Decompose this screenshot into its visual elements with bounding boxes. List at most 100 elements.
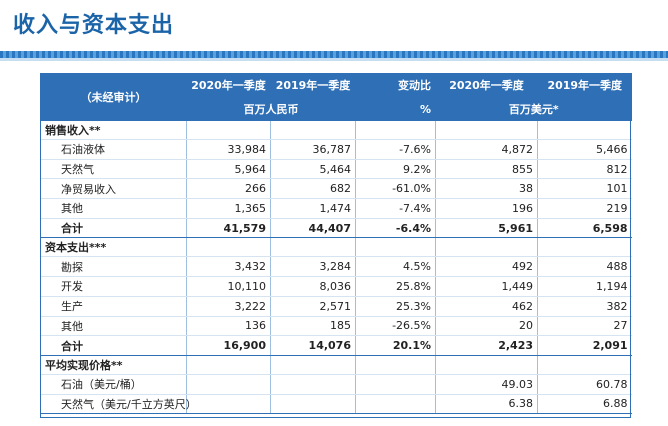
table-row: 石油液体 33,984 36,787 -7.6% 4,872 5,466 [40,139,632,160]
value-cell: 16,900 [186,335,271,356]
empty-cell [186,237,271,258]
value-cell: 196 [435,198,538,219]
value-cell [270,374,356,395]
value-cell: 25.3% [355,296,436,317]
total-row: 合计 16,900 14,076 20.1% 2,423 2,091 [40,335,632,356]
row-label: 净贸易收入 [40,178,187,200]
empty-cell [355,121,436,140]
table-row: 勘探 3,432 3,284 4.5% 492 488 [40,256,632,278]
value-cell [355,374,436,395]
value-cell: 3,432 [186,256,271,278]
header-col-change: 变动比 [355,73,436,97]
value-cell: 6,598 [537,218,632,239]
value-cell: 3,222 [186,296,271,317]
value-cell: -7.4% [355,198,436,219]
value-cell: 2,423 [435,335,538,356]
value-cell: 6.38 [435,394,538,415]
table-row: 石油（美元/桶） 49.03 60.78 [40,374,632,395]
section-title: 平均实现价格** [40,355,187,375]
row-label: 石油液体 [40,139,187,160]
table-row: 生产 3,222 2,571 25.3% 462 382 [40,296,632,317]
empty-cell [186,121,271,140]
section-header-row: 资本支出*** [40,237,632,258]
value-cell: 5,961 [435,218,538,239]
value-cell: 682 [270,178,356,200]
financial-table: （未经审计） 2020年一季度 2019年一季度 变动比 2020年一季度 20… [40,73,632,415]
header-col-2019q1-usd: 2019年一季度 [537,73,632,97]
value-cell: 5,464 [270,159,356,180]
header-col-2019q1-rmb: 2019年一季度 [270,73,356,97]
row-label: 天然气 [40,159,187,180]
header-unit-usd: 百万美元* [435,97,632,121]
empty-cell [270,355,356,375]
value-cell: 5,964 [186,159,271,180]
row-label: 合计 [40,335,187,356]
empty-cell [435,355,538,375]
row-label: 其他 [40,316,187,337]
value-cell [355,394,436,415]
value-cell: 1,474 [270,198,356,219]
value-cell: 20.1% [355,335,436,356]
table-row: 其他 1,365 1,474 -7.4% 196 219 [40,198,632,219]
value-cell: 44,407 [270,218,356,239]
value-cell: -6.4% [355,218,436,239]
header-divider-bar [0,51,668,58]
empty-cell [537,237,632,258]
value-cell: 6.88 [537,394,632,415]
value-cell: 20 [435,316,538,337]
value-cell [186,394,271,415]
empty-cell [537,355,632,375]
page-title: 收入与资本支出 [13,13,175,38]
total-row: 合计 41,579 44,407 -6.4% 5,961 6,598 [40,218,632,239]
value-cell: 219 [537,198,632,219]
empty-cell [435,237,538,258]
value-cell: 49.03 [435,374,538,395]
value-cell: 1,365 [186,198,271,219]
empty-cell [355,237,436,258]
table-row: 其他 136 185 -26.5% 20 27 [40,316,632,337]
value-cell: 4,872 [435,139,538,160]
value-cell: 492 [435,256,538,278]
row-label: 勘探 [40,256,187,278]
value-cell: 185 [270,316,356,337]
row-label: 石油（美元/桶） [40,374,187,395]
value-cell: 36,787 [270,139,356,160]
table-body: 销售收入** 石油液体 33,984 36,787 -7.6% 4,872 5,466 天然气… [40,121,632,415]
row-label: 天然气（美元/千立方英尺） [40,394,197,415]
value-cell: 14,076 [270,335,356,356]
table-row: 天然气（美元/千立方英尺） 6.38 6.88 [40,394,632,415]
section-title: 销售收入** [40,121,187,140]
value-cell: 38 [435,178,538,200]
value-cell: 60.78 [537,374,632,395]
value-cell [270,394,356,415]
empty-cell [537,121,632,140]
value-cell: 812 [537,159,632,180]
value-cell: 2,571 [270,296,356,317]
value-cell: 1,449 [435,276,538,297]
empty-cell [186,355,271,375]
value-cell: 25.8% [355,276,436,297]
table-row: 天然气 5,964 5,464 9.2% 855 812 [40,159,632,180]
value-cell: 10,110 [186,276,271,297]
value-cell: 101 [537,178,632,200]
row-label: 合计 [40,218,187,239]
value-cell: 33,984 [186,139,271,160]
value-cell: 855 [435,159,538,180]
value-cell: 136 [186,316,271,337]
value-cell: 488 [537,256,632,278]
empty-cell [270,237,356,258]
value-cell: 266 [186,178,271,200]
empty-cell [435,121,538,140]
header-col-2020q1-rmb: 2020年一季度 [186,73,271,97]
value-cell: 4.5% [355,256,436,278]
value-cell: -61.0% [355,178,436,200]
value-cell: 1,194 [537,276,632,297]
value-cell: 8,036 [270,276,356,297]
table-row: 净贸易收入 266 682 -61.0% 38 101 [40,178,632,200]
row-label: 其他 [40,198,187,219]
value-cell: 2,091 [537,335,632,356]
table-row: 开发 10,110 8,036 25.8% 1,449 1,194 [40,276,632,297]
header-col-2020q1-usd: 2020年一季度 [435,73,538,97]
empty-cell [270,121,356,140]
header-unaudited-label: （未经审计） [40,73,187,121]
